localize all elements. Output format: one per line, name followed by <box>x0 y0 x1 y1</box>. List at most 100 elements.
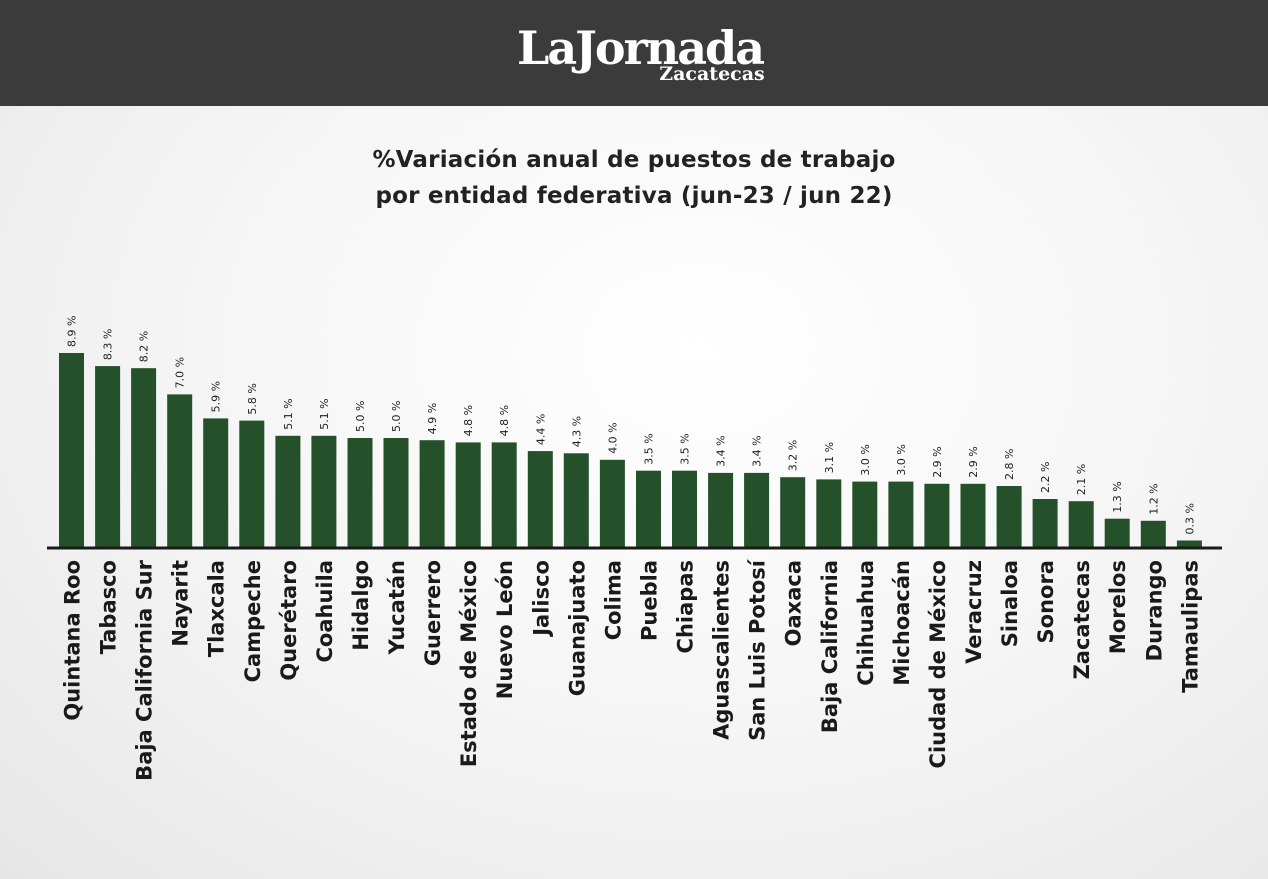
bar-baja-california-sur <box>131 368 157 547</box>
bar-sonora <box>1032 499 1058 547</box>
value-label-baja-california-sur: 8.2 % <box>138 331 151 362</box>
value-label-jalisco: 4.4 % <box>534 414 547 445</box>
bar-durango <box>1140 520 1166 547</box>
value-label-colima: 4.0 % <box>606 422 619 453</box>
value-label-michoacan: 3.0 % <box>895 444 908 475</box>
category-label-tlaxcala: Tlaxcala <box>205 560 229 657</box>
category-label-tabasco: Tabasco <box>97 560 121 654</box>
value-label-tabasco: 8.3 % <box>102 329 115 360</box>
bar-tamaulipas <box>1176 540 1202 547</box>
bar-nuevo-leon <box>491 442 517 547</box>
value-label-quintana-roo: 8.9 % <box>66 316 79 347</box>
category-label-jalisco: Jalisco <box>529 560 553 638</box>
la-jornada-logo: LaJornada Zacatecas <box>517 21 766 85</box>
value-label-tamaulipas: 0.3 % <box>1183 503 1196 534</box>
bar-san-luis-potosi <box>744 472 770 547</box>
bar-hidalgo <box>347 438 373 547</box>
value-label-nayarit: 7.0 % <box>174 357 187 388</box>
value-label-zacatecas: 2.1 % <box>1075 464 1088 495</box>
bar-queretaro <box>275 435 301 547</box>
category-label-yucatan: Yucatán <box>385 560 409 655</box>
value-label-estado-de-mexico: 4.8 % <box>462 405 475 436</box>
value-label-coahuila: 5.1 % <box>318 398 331 429</box>
bar-chiapas <box>672 470 697 547</box>
bar-colima <box>599 459 625 547</box>
bar-sinaloa <box>996 486 1022 547</box>
value-label-tlaxcala: 5.9 % <box>210 381 223 412</box>
bar-estado-de-mexico <box>455 442 481 547</box>
category-label-aguascalientes: Aguascalientes <box>710 560 734 740</box>
value-labels-group: 8.9 % 8.3 % 8.2 % 7.0 % 5.9 % 5.8 % 5.1 % 5.1 %… <box>66 316 1197 535</box>
bar-guanajuato <box>563 453 589 547</box>
category-label-zacatecas: Zacatecas <box>1070 560 1094 679</box>
value-label-yucatan: 5.0 % <box>390 401 403 432</box>
category-label-oaxaca: Oaxaca <box>782 560 806 646</box>
value-label-nuevo-leon: 4.8 % <box>498 405 511 436</box>
value-label-san-luis-potosi: 3.4 % <box>751 435 764 466</box>
category-label-tamaulipas: Tamaulipas <box>1178 560 1202 693</box>
category-label-sonora: Sonora <box>1034 560 1058 643</box>
category-label-chiapas: Chiapas <box>674 560 698 653</box>
bar-nayarit <box>167 394 193 547</box>
category-label-puebla: Puebla <box>638 560 662 641</box>
category-label-michoacan: Michoacán <box>890 560 914 686</box>
category-label-estado-de-mexico: Estado de México <box>457 560 481 767</box>
value-label-aguascalientes: 3.4 % <box>715 435 728 466</box>
value-label-morelos: 1.3 % <box>1111 481 1124 512</box>
category-label-baja-california-sur: Baja California Sur <box>133 559 157 780</box>
bar-morelos <box>1104 518 1130 547</box>
chart-title: %Variación anual de puestos de trabajo p… <box>234 142 1034 214</box>
value-label-queretaro: 5.1 % <box>282 398 295 429</box>
value-label-oaxaca: 3.2 % <box>787 440 800 471</box>
bar-zacatecas <box>1068 501 1094 547</box>
value-label-chiapas: 3.5 % <box>679 433 692 464</box>
bar-puebla <box>636 470 661 547</box>
bar-ciudad-de-mexico <box>924 483 950 547</box>
value-label-baja-california: 3.1 % <box>823 442 836 473</box>
category-label-coahuila: Coahuila <box>313 560 337 662</box>
bar-yucatan <box>383 438 409 547</box>
value-label-guerrero: 4.9 % <box>426 403 439 434</box>
category-label-veracruz: Veracruz <box>962 560 986 664</box>
category-label-queretaro: Querétaro <box>277 560 301 681</box>
header-bar: LaJornada Zacatecas <box>0 0 1268 106</box>
category-label-guanajuato: Guanajuato <box>565 560 589 696</box>
value-label-sinaloa: 2.8 % <box>1003 449 1016 480</box>
category-label-hidalgo: Hidalgo <box>349 560 373 651</box>
bar-oaxaca <box>780 477 806 547</box>
category-label-ciudad-de-mexico: Ciudad de México <box>926 560 950 768</box>
value-label-puebla: 3.5 % <box>643 433 656 464</box>
bar-chihuahua <box>852 481 878 547</box>
value-label-guanajuato: 4.3 % <box>570 416 583 447</box>
bars-group <box>59 353 1202 547</box>
value-label-sonora: 2.2 % <box>1039 462 1052 493</box>
category-label-nayarit: Nayarit <box>169 560 193 647</box>
value-label-campeche: 5.8 % <box>246 383 259 414</box>
bar-tabasco <box>95 366 121 547</box>
category-label-chihuahua: Chihuahua <box>854 560 878 686</box>
category-label-nuevo-leon: Nuevo León <box>493 560 517 699</box>
category-labels-group: Quintana Roo Tabasco Baja California Sur Na… <box>61 558 1203 781</box>
category-label-sinaloa: Sinaloa <box>998 560 1022 647</box>
category-label-baja-california: Baja California <box>818 560 842 733</box>
category-label-morelos: Morelos <box>1106 560 1130 654</box>
value-label-durango: 1.2 % <box>1147 483 1160 514</box>
logo-main-text: LaJornada <box>517 21 764 75</box>
chart-title-line-2: por entidad federativa (jun-23 / jun 22) <box>375 183 893 209</box>
bar-coahuila <box>311 435 337 547</box>
bar-baja-california <box>816 479 842 547</box>
category-label-durango: Durango <box>1142 560 1166 661</box>
category-label-quintana-roo: Quintana Roo <box>61 560 85 721</box>
category-label-guerrero: Guerrero <box>421 560 445 666</box>
value-label-ciudad-de-mexico: 2.9 % <box>931 446 944 477</box>
category-label-colima: Colima <box>601 560 625 640</box>
chart-title-line-1: %Variación anual de puestos de trabajo <box>372 147 896 173</box>
bar-quintana-roo <box>59 353 84 547</box>
value-label-chihuahua: 3.0 % <box>859 444 872 475</box>
category-label-san-luis-potosi: San Luis Potosí <box>746 558 770 741</box>
bar-veracruz <box>960 483 986 547</box>
value-label-veracruz: 2.9 % <box>967 446 980 477</box>
bar-campeche <box>239 420 265 547</box>
bar-jalisco <box>527 451 553 547</box>
